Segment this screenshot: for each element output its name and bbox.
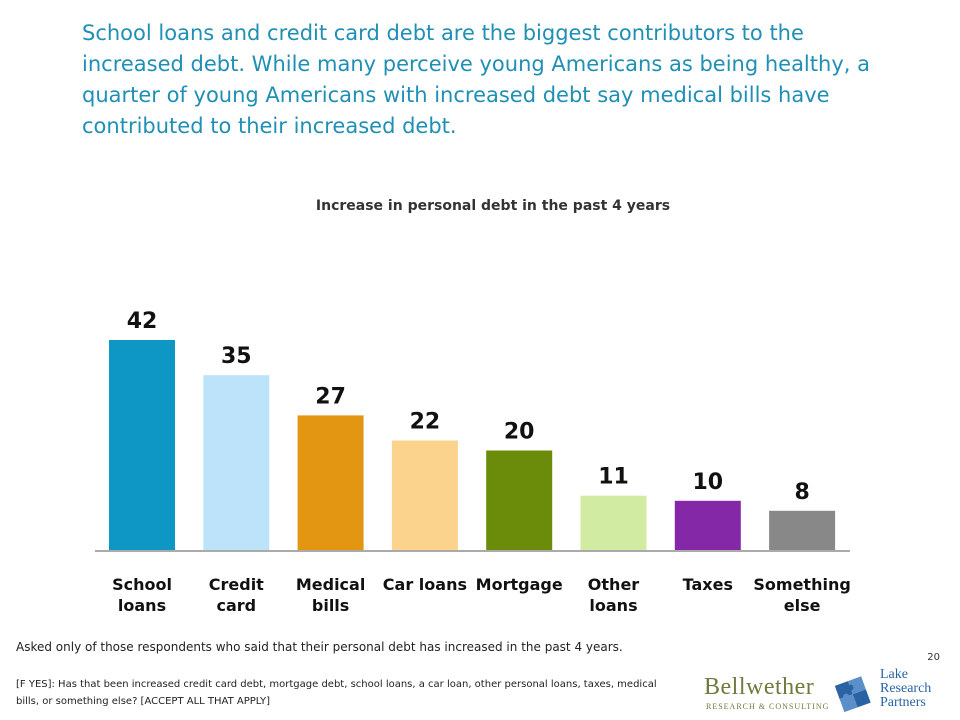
bar-other-loans [580,495,647,551]
category-label: Taxes [682,575,733,594]
category-labels: School loans Credit card Medical bills Car lo… [0,574,960,624]
bar-car-loans [391,440,458,551]
value-label: 42 [127,309,158,334]
bar-mortgage [486,450,553,551]
category-label: Mortgage [475,575,563,594]
category-label: Other loans [587,575,640,615]
category-label: Medical bills [295,575,366,615]
category-label: School loans [112,575,172,615]
bar-taxes [674,500,741,551]
bar-something-else [769,510,836,551]
puzzle-logo-icon [834,676,871,713]
value-label: 10 [692,470,723,495]
value-label: 22 [410,410,441,435]
value-label: 8 [794,480,809,505]
category-label: Car loans [382,575,467,594]
chart-title: Increase in personal debt in the past 4 … [315,198,671,214]
bellwether-logo-subtitle: RESEARCH & CONSULTING [706,702,830,711]
value-label: 35 [221,344,252,369]
category-label: Credit card [208,575,264,615]
bellwether-logo: Bellwether [704,674,815,700]
bar-school-loans [109,340,175,551]
headline: School loans and credit card debt are th… [82,21,870,138]
respondent-note: Asked only of those respondents who said… [16,640,623,654]
page-number: 20 [927,652,940,663]
category-label: Something else [753,575,851,615]
lake-research-logo: Lake Research Partners [880,667,932,710]
bar-medical-bills [297,415,364,551]
bar-credit-card [203,375,270,551]
value-label: 11 [598,465,629,490]
value-label: 27 [315,384,346,409]
question-text: [F YES]: Has that been increased credit … [16,679,657,707]
value-label: 20 [504,420,535,445]
